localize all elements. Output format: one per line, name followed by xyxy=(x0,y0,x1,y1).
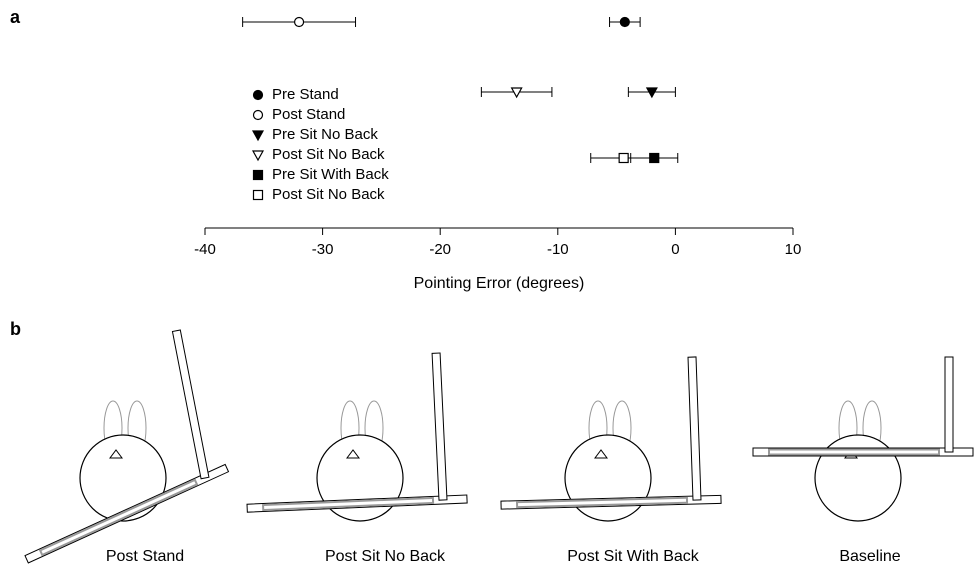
legend-marker xyxy=(254,191,263,200)
figure-diagram xyxy=(25,330,229,563)
head xyxy=(80,435,166,521)
figure-diagram xyxy=(753,357,973,521)
legend-marker xyxy=(253,131,263,140)
head xyxy=(565,435,651,521)
figure: a Pointing Error (degrees) b -40 -30 -20 -1… xyxy=(0,0,976,575)
marker xyxy=(295,18,304,27)
legend-marker xyxy=(253,151,263,160)
figure-diagram xyxy=(501,357,721,521)
caption: Post Sit No Back xyxy=(325,548,446,565)
x-axis-label: Pointing Error (degrees) xyxy=(414,275,585,292)
x-tick-label: -40 xyxy=(194,241,216,258)
caption: Post Stand xyxy=(106,548,184,565)
legend-marker xyxy=(254,91,263,100)
legend-marker xyxy=(254,111,263,120)
x-tick-label: -20 xyxy=(429,241,451,258)
marker xyxy=(619,154,628,163)
caption: Post Sit With Back xyxy=(567,548,700,565)
pointer xyxy=(432,353,447,500)
marker xyxy=(620,18,629,27)
figure-diagram xyxy=(247,353,467,521)
pointer-bar xyxy=(688,357,701,500)
legend-label: Post Sit No Back xyxy=(272,186,385,203)
x-tick-label: 0 xyxy=(671,241,679,258)
legend-label: Pre Sit No Back xyxy=(272,126,378,143)
panel-label: b xyxy=(10,319,21,339)
panel-label: a xyxy=(10,7,21,27)
pointer-bar xyxy=(172,330,208,479)
x-tick-label: -10 xyxy=(547,241,569,258)
legend-label: Post Stand xyxy=(272,106,345,123)
legend-marker xyxy=(254,171,263,180)
legend-label: Post Sit No Back xyxy=(272,146,385,163)
pointer-bar xyxy=(432,353,447,500)
caption: Baseline xyxy=(839,548,900,565)
pointer xyxy=(945,357,953,452)
arm xyxy=(753,448,973,456)
legend-label: Pre Sit With Back xyxy=(272,166,389,183)
legend-label: Pre Stand xyxy=(272,86,339,103)
pointer xyxy=(172,330,208,479)
x-tick-label: 10 xyxy=(785,241,802,258)
pointer-bar xyxy=(945,357,953,452)
x-tick-label: -30 xyxy=(312,241,334,258)
pointer xyxy=(688,357,701,500)
